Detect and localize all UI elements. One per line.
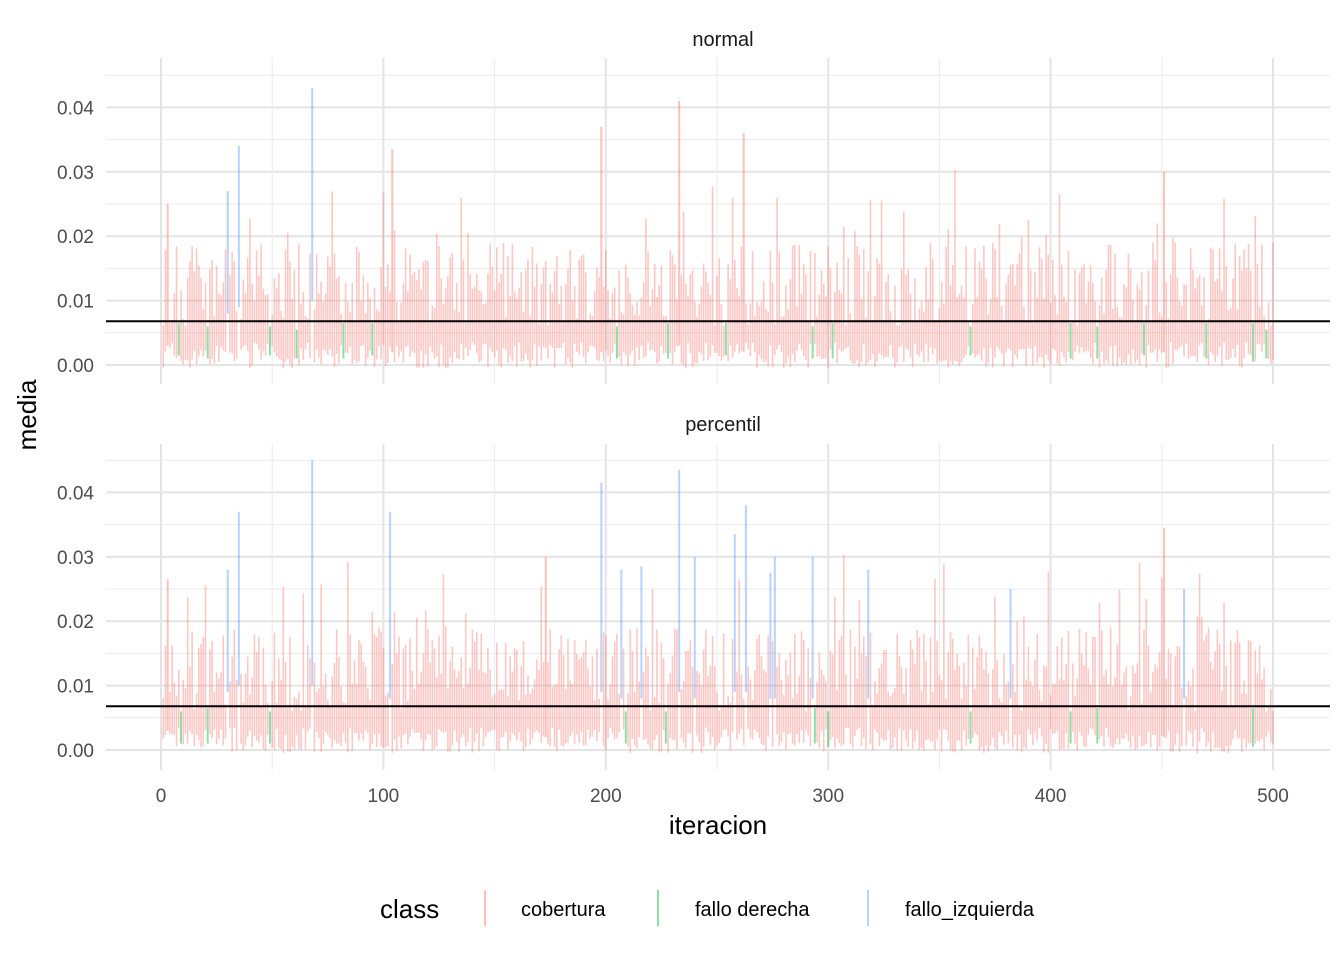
facet-label: normal [692, 29, 753, 51]
y-tick-label: 0.04 [57, 98, 94, 119]
y-tick-label: 0.02 [57, 227, 94, 248]
y-tick-label: 0.01 [57, 292, 94, 313]
x-tick-labels: 0 100 200 300 400 500 [156, 786, 1289, 807]
y-tick-label: 0.00 [57, 741, 94, 762]
facet-highlight-bars [166, 460, 1254, 747]
y-tick-labels: 0.00 0.01 0.02 0.03 0.04 [57, 98, 94, 377]
y-tick-label: 0.02 [57, 612, 94, 633]
y-tick-label: 0.01 [57, 677, 94, 698]
legend-label: cobertura [521, 899, 606, 921]
legend-label: fallo derecha [695, 899, 810, 921]
facet-grid [106, 58, 1330, 384]
facet-panel-percentil: percentil 0.00 0.01 0.02 0.03 0.04 [57, 414, 1330, 770]
facet-bars [162, 170, 1274, 369]
x-tick-label: 0 [156, 786, 167, 807]
x-tick-label: 200 [590, 786, 622, 807]
facet-highlight-bars [166, 88, 1268, 362]
facet-label: percentil [685, 414, 761, 436]
x-tick-label: 400 [1035, 786, 1067, 807]
x-tick-label: 100 [368, 786, 400, 807]
legend-label: fallo_izquierda [905, 899, 1035, 921]
y-tick-label: 0.04 [57, 483, 94, 504]
y-tick-label: 0.03 [57, 548, 94, 569]
y-tick-label: 0.03 [57, 163, 94, 184]
y-axis-title: media [12, 379, 42, 450]
legend-title: class [380, 894, 439, 924]
x-tick-label: 500 [1257, 786, 1289, 807]
y-tick-label: 0.00 [57, 356, 94, 377]
legend: class cobertura fallo derecha fallo_izquie… [380, 890, 1035, 926]
legend-entries: cobertura fallo derecha fallo_izquierda [484, 890, 1035, 926]
x-axis-title: iteracion [669, 810, 767, 840]
facet-panel-normal: normal 0.00 0.01 0.02 0.03 0.04 [57, 29, 1330, 384]
facet-grid [106, 444, 1330, 770]
y-tick-labels: 0.00 0.01 0.02 0.03 0.04 [57, 483, 94, 762]
facet-bars [162, 555, 1274, 754]
x-tick-label: 300 [812, 786, 844, 807]
